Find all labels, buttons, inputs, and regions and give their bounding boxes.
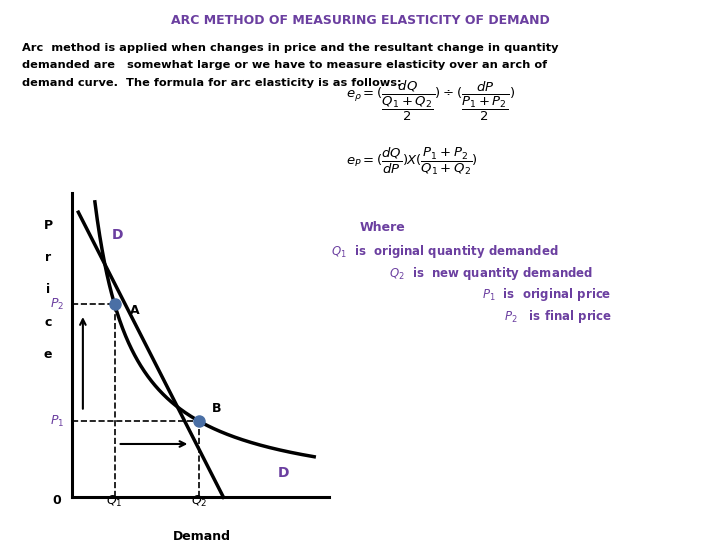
- Text: c: c: [45, 316, 52, 329]
- Text: r: r: [45, 251, 51, 264]
- Text: $Q_1$  is  original quantity demanded: $Q_1$ is original quantity demanded: [331, 243, 559, 260]
- Text: 0: 0: [53, 494, 61, 507]
- Text: A: A: [130, 305, 140, 318]
- Text: $P_2$   is final price: $P_2$ is final price: [504, 308, 612, 325]
- Text: Where: Where: [360, 221, 406, 234]
- Text: Arc  method is applied when changes in price and the resultant change in quantit: Arc method is applied when changes in pr…: [22, 43, 558, 53]
- Text: $Q_2$  is  new quantity demanded: $Q_2$ is new quantity demanded: [389, 265, 593, 281]
- Text: D: D: [112, 228, 123, 242]
- Text: P: P: [43, 219, 53, 232]
- Text: demanded are   somewhat large or we have to measure elasticity over an arch of: demanded are somewhat large or we have t…: [22, 60, 546, 71]
- Text: demand curve.  The formula for arc elasticity is as follows:: demand curve. The formula for arc elasti…: [22, 78, 401, 88]
- Text: $P_1$  is  original price: $P_1$ is original price: [482, 286, 612, 303]
- Text: ARC METHOD OF MEASURING ELASTICITY OF DEMAND: ARC METHOD OF MEASURING ELASTICITY OF DE…: [171, 14, 549, 26]
- Text: $P_1$: $P_1$: [50, 414, 64, 429]
- Text: $P_2$: $P_2$: [50, 297, 64, 312]
- Text: $e_P = (\dfrac{dQ}{dP})X(\dfrac{P_1+P_2}{Q_1+Q_2})$: $e_P = (\dfrac{dQ}{dP})X(\dfrac{P_1+P_2}…: [346, 146, 477, 177]
- Text: i: i: [46, 284, 50, 296]
- Text: $Q_1$: $Q_1$: [107, 494, 123, 509]
- Text: $e_{\rho} = (\dfrac{dQ}{\dfrac{Q_1 + Q_2}{2}}) \div (\dfrac{dP}{\dfrac{P_1 + P_2: $e_{\rho} = (\dfrac{dQ}{\dfrac{Q_1 + Q_2…: [346, 78, 515, 123]
- Text: $Q_2$: $Q_2$: [191, 494, 207, 509]
- Text: B: B: [212, 402, 221, 415]
- Text: e: e: [44, 348, 53, 361]
- Text: Demand: Demand: [174, 530, 231, 540]
- Text: D: D: [278, 466, 289, 480]
